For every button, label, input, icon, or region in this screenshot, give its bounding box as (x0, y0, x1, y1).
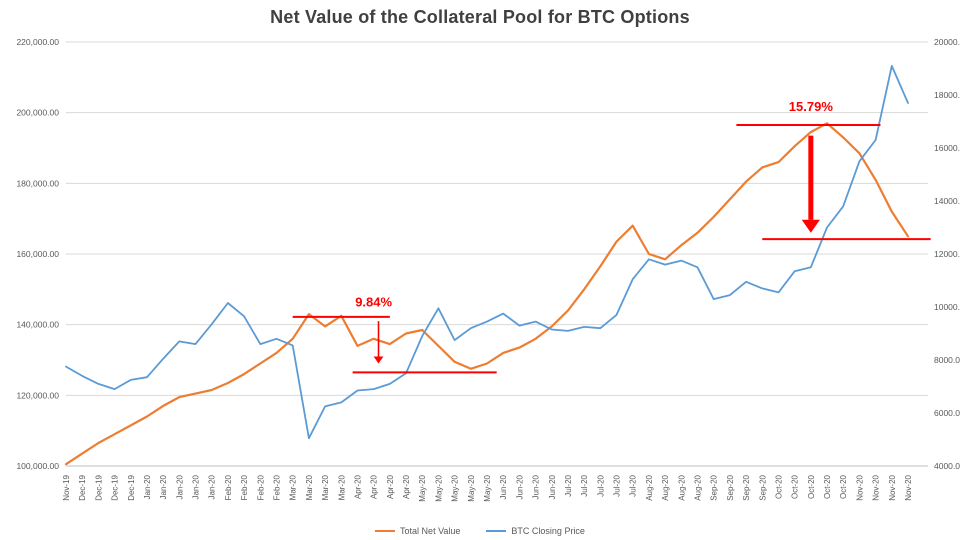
x-axis-label: Jun-20 (499, 474, 508, 499)
x-axis-label: May-20 (418, 474, 427, 501)
annotation-arrow-head (801, 219, 820, 233)
x-axis-label: Aug-20 (677, 474, 686, 500)
x-axis-label: Jun-20 (548, 474, 557, 499)
x-axis-label: Mar-20 (337, 474, 346, 500)
x-axis-label: Dec-19 (127, 474, 136, 500)
y-axis-label-left: 100,000.00 (16, 461, 59, 471)
x-axis-label: Aug-20 (645, 474, 654, 500)
x-axis-label: May-20 (434, 474, 443, 501)
x-axis-label: Mar-20 (305, 474, 314, 500)
x-axis-label: Feb-20 (273, 474, 282, 500)
x-axis-label: Feb-20 (256, 474, 265, 500)
x-axis-label: Mar-20 (289, 474, 298, 500)
annotation-arrow-head (373, 356, 384, 364)
y-axis-label-left: 200,000.00 (16, 108, 59, 118)
x-axis-label: Jan-20 (143, 474, 152, 499)
x-axis-label: Dec-19 (94, 474, 103, 500)
x-axis-label: Dec-19 (78, 474, 87, 500)
x-axis-label: Jul-20 (596, 474, 605, 496)
y-axis-label-left: 220,000.00 (16, 37, 59, 47)
legend-swatch-total-net-value (375, 530, 396, 532)
x-axis-label: Sep-20 (742, 474, 751, 500)
y-axis-label-right: 8000.00 (934, 355, 960, 365)
x-axis-label: Oct-20 (791, 474, 800, 499)
y-axis-label-right: 4000.00 (934, 461, 960, 471)
series-line-total-net-value (64, 122, 910, 466)
x-axis-label: Mar-20 (321, 474, 330, 500)
y-axis-label-right: 18000.00 (934, 90, 960, 100)
y-axis-label-left: 120,000.00 (16, 390, 59, 400)
x-axis-label: Jul-20 (564, 474, 573, 496)
x-axis-label: Apr-20 (386, 474, 395, 499)
x-axis-label: Jul-20 (629, 474, 638, 496)
y-axis-label-right: 6000.00 (934, 408, 960, 418)
x-axis-label: Apr-20 (370, 474, 379, 499)
legend-label-btc-closing-price: BTC Closing Price (511, 526, 585, 536)
x-axis-label: Oct-20 (839, 474, 848, 499)
x-axis-label: Nov-20 (888, 474, 897, 500)
x-axis-label: Feb-20 (224, 474, 233, 500)
x-axis-label: Oct-20 (823, 474, 832, 499)
x-axis-label: Oct-20 (807, 474, 816, 499)
y-axis-label-left: 160,000.00 (16, 249, 59, 259)
x-axis-label: Jun-20 (515, 474, 524, 499)
legend-item-total-net-value: Total Net Value (375, 526, 460, 536)
x-axis-label: Oct-20 (774, 474, 783, 499)
x-axis-label: Nov-20 (855, 474, 864, 500)
series-line-btc-closing-price (65, 65, 909, 440)
y-axis-label-left: 180,000.00 (16, 178, 59, 188)
x-axis-label: May-20 (483, 474, 492, 501)
x-axis-label: Sep-20 (758, 474, 767, 500)
legend-item-btc-closing-price: BTC Closing Price (486, 526, 585, 536)
x-axis-label: Sep-20 (726, 474, 735, 500)
x-axis-label: Jul-20 (580, 474, 589, 496)
x-axis-label: Jan-20 (192, 474, 201, 499)
x-axis-label: Dec-19 (111, 474, 120, 500)
x-axis-label: Jun-20 (532, 474, 541, 499)
x-axis-label: Apr-20 (353, 474, 362, 499)
y-axis-label-left: 140,000.00 (16, 320, 59, 330)
y-axis-label-right: 10000.00 (934, 302, 960, 312)
x-axis-label: Sep-20 (710, 474, 719, 500)
x-axis-label: Nov-20 (872, 474, 881, 500)
annotation-label: 15.79% (789, 99, 834, 114)
x-axis-label: Feb-20 (240, 474, 249, 500)
y-axis-label-right: 12000.00 (934, 249, 960, 259)
y-axis-label-right: 20000.00 (934, 37, 960, 47)
x-axis-label: Aug-20 (694, 474, 703, 500)
x-axis-label: Jul-20 (613, 474, 622, 496)
x-axis-label: Aug-20 (661, 474, 670, 500)
x-axis-label: Nov-20 (904, 474, 913, 500)
x-axis-label: Nov-19 (62, 474, 71, 500)
x-axis-label: Jan-20 (159, 474, 168, 499)
x-axis-label: May-20 (467, 474, 476, 501)
annotation-label: 9.84% (355, 294, 392, 309)
x-axis-label: May-20 (451, 474, 460, 501)
x-axis-label: Jan-20 (175, 474, 184, 499)
legend: Total Net Value BTC Closing Price (0, 526, 960, 536)
legend-label-total-net-value: Total Net Value (400, 526, 461, 536)
x-axis-label: Jan-20 (208, 474, 217, 499)
y-axis-label-right: 14000.00 (934, 196, 960, 206)
x-axis-label: Apr-20 (402, 474, 411, 499)
y-axis-label-right: 16000.00 (934, 143, 960, 153)
legend-swatch-btc-closing-price (486, 530, 507, 532)
chart-title: Net Value of the Collateral Pool for BTC… (270, 7, 690, 27)
